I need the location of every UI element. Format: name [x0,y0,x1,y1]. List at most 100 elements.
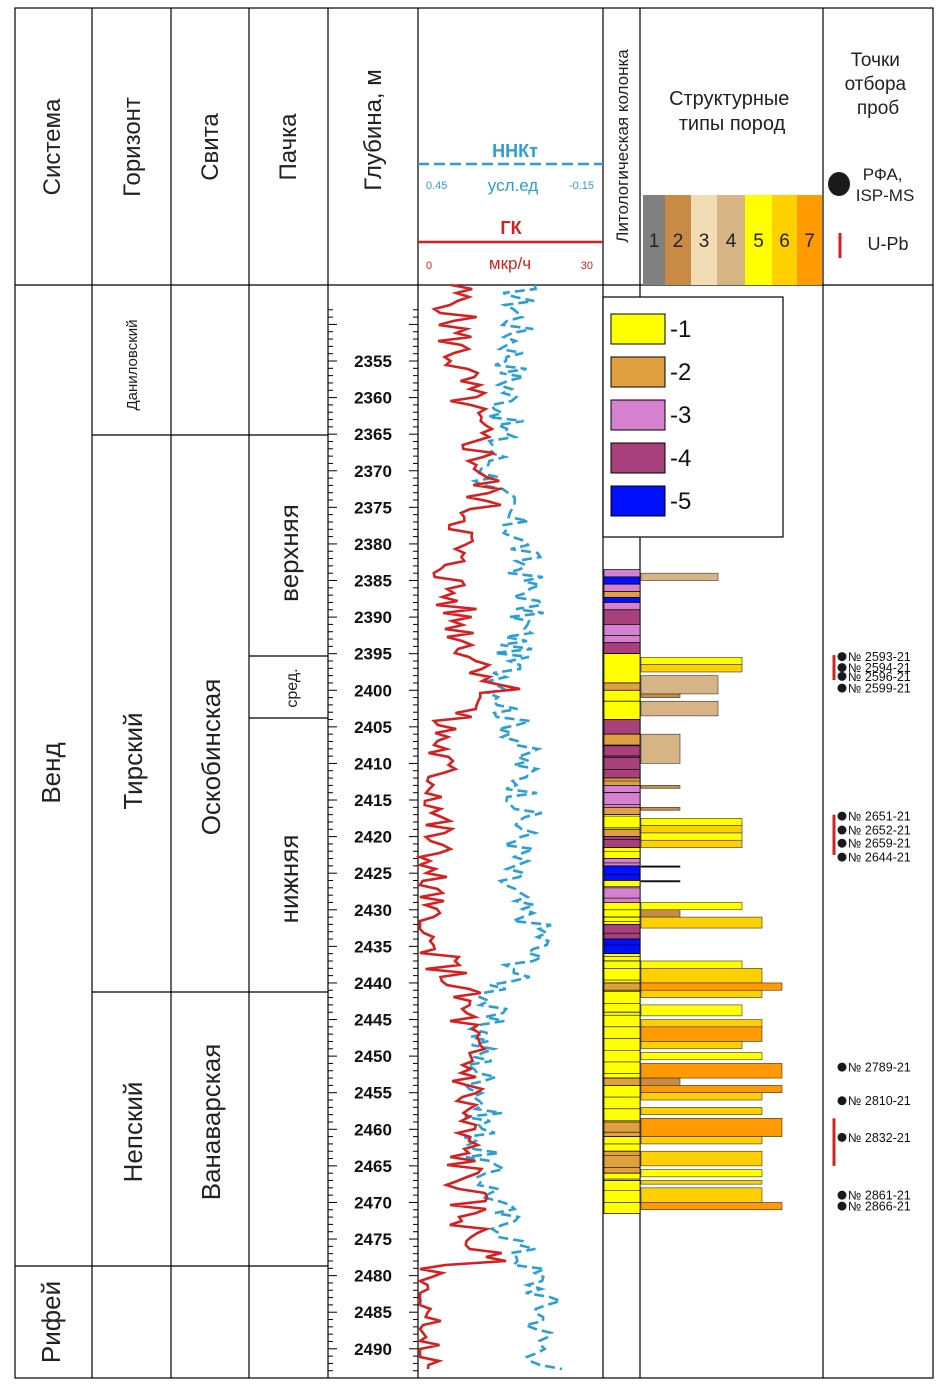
lith-block [603,847,641,859]
lith-block [603,733,641,746]
lith-block [603,755,641,779]
struct-types-title: Структурные типы пород [669,88,795,135]
struct-type-bar [640,902,743,911]
struct-type-bar [640,1180,763,1185]
header-lith-column: Литологическая колонка [613,49,632,243]
sample-points-title: Точки отбора проб [845,50,912,119]
lith-block [603,806,641,816]
header-svita: Свита [197,113,224,181]
lith-legend-label: -3 [670,402,691,429]
lith-block [603,1011,641,1079]
depth-label: 2375 [354,498,392,517]
lith-block [603,569,641,578]
struct-type-number-1: 1 [649,231,660,252]
struct-type-swatch-3 [691,195,717,285]
lith-block [603,1180,641,1214]
struct-type-bar [640,1092,763,1101]
depth-label: 2390 [354,608,392,627]
lith-block [603,591,641,598]
sample-dot [837,1096,847,1106]
lith-block [603,953,641,962]
depth-label: 2460 [354,1120,392,1139]
lith-block [603,1085,641,1123]
lith-block [603,938,641,955]
struct-types-title-line1: Структурные [669,88,789,110]
struct-type-bar [640,657,743,665]
header-pachka: Пачка [275,113,302,181]
lith-block [603,858,641,867]
depth-label: 2405 [354,718,392,737]
lith-legend-label: -2 [670,359,691,386]
struct-type-bar [640,1052,763,1061]
lith-block [603,576,641,585]
header-glubina: Глубина, м [360,69,387,191]
depth-label: 2440 [354,974,392,993]
sample-dot [837,1201,847,1211]
sample-dot [837,1190,847,1200]
struct-type-bar [640,1085,783,1094]
struct-type-swatch-7 [797,195,822,285]
struct-type-bar [640,916,763,929]
unit-tirsky: Тирский [118,712,148,809]
lith-block [603,624,641,636]
gk-unit: мкр/ч [489,254,531,273]
struct-type-bar [640,1107,763,1115]
nnkt-label: ННКт [492,141,538,161]
struct-type-bar [640,1004,743,1017]
upb-legend-label: U-Pb [867,234,908,254]
nnkt-unit: усл.ед [488,176,539,195]
struct-type-bar [640,968,763,984]
sample-label: № 2861-21 [848,1189,911,1203]
lith-legend-label: -5 [670,488,691,515]
depth-label: 2370 [354,462,392,481]
sample-label: № 2593-21 [848,650,911,664]
lith-block [603,916,641,925]
gk-label: ГК [500,218,522,238]
sample-dot [837,671,847,681]
struct-type-bar [640,1202,783,1211]
struct-type-bar [640,832,743,841]
lith-block [603,719,641,735]
lith-legend-label: -1 [670,316,691,343]
struct-type-bar [640,1136,763,1145]
lith-block [603,989,641,1013]
depth-label: 2430 [354,901,392,920]
grid-lines [14,7,934,1379]
unit-vend: Венд [36,742,66,803]
lith-block [603,744,641,757]
lith-block [603,828,641,837]
header-gorizont: Горизонт [119,97,146,197]
sample-label: № 2832-21 [848,1131,911,1145]
depth-label: 2410 [354,754,392,773]
sample-dot [837,683,847,693]
sample-label: № 2594-21 [848,661,911,675]
struct-type-bar [640,1077,681,1086]
sample-dot [837,1132,847,1142]
struct-type-number-5: 5 [753,231,764,252]
struct-type-bar [640,1118,783,1137]
lith-block [603,1077,641,1086]
sample-label: № 2644-21 [848,851,911,865]
struct-type-bar [640,785,681,789]
rfa-legend-dot [828,172,850,196]
struct-type-bar [640,1169,763,1178]
struct-type-number-6: 6 [779,231,790,252]
depth-label: 2355 [354,352,392,371]
depth-scale: 2355 2360 2365 2370 2375 2380 2385 2390 2395 2400… [328,309,418,1372]
depth-label: 2395 [354,645,392,664]
depth-label: 2480 [354,1267,392,1286]
depth-label: 2415 [354,791,392,810]
unit-nizhnyaya: нижняя [274,835,304,924]
unit-rifey: Рифей [36,1281,66,1363]
nnkt-right: -0.15 [569,180,594,192]
sample-dot [837,825,847,835]
depth-label: 2470 [354,1193,392,1212]
sample-dot [837,852,847,862]
gk-log-curve [415,283,521,1370]
lith-block [603,777,641,786]
sample-label: № 2810-21 [848,1094,911,1108]
lith-block [603,689,641,702]
